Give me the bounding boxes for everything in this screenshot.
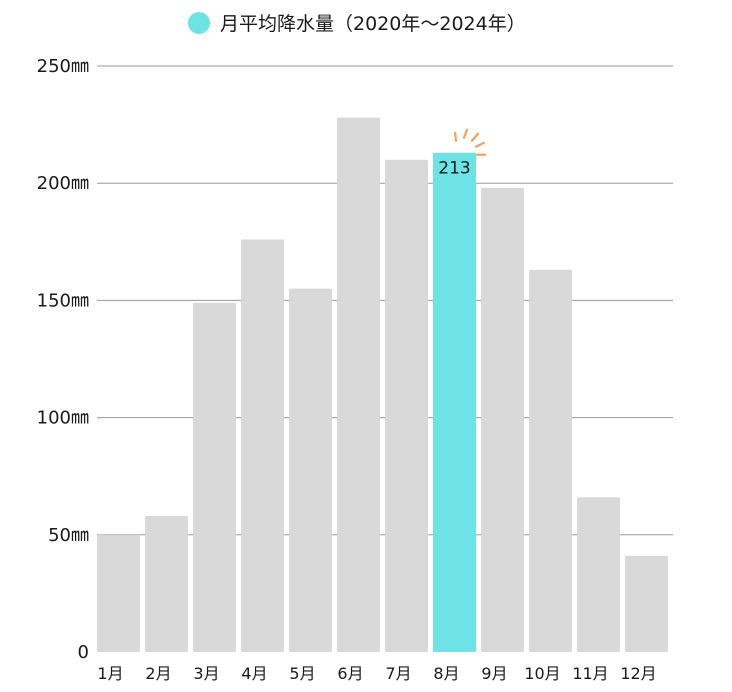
legend-label: 月平均降水量（2020年～2024年）	[220, 13, 526, 35]
x-category-label: 1月	[97, 664, 123, 683]
highlight-value-label: 213	[438, 159, 470, 179]
x-category-label: 11月	[572, 664, 608, 683]
x-category-label: 6月	[337, 664, 363, 683]
highlight-annotation: 213	[438, 128, 487, 179]
bar-8月	[433, 152, 476, 652]
bar-9月	[481, 187, 524, 652]
bar-6月	[337, 117, 380, 653]
x-category-label: 10月	[524, 664, 560, 683]
legend-swatch	[188, 12, 210, 34]
y-tick-label: 100㎜	[37, 408, 89, 429]
y-tick-label: 150㎜	[37, 290, 89, 311]
bar-12月	[625, 555, 668, 652]
bar-7月	[385, 159, 428, 652]
y-tick-label: 200㎜	[37, 173, 89, 194]
bar-3月	[193, 302, 236, 652]
y-axis-tick-labels: 0 50㎜ 100㎜ 150㎜ 200㎜ 250㎜	[37, 56, 89, 663]
bar-5月	[289, 288, 332, 652]
x-category-label: 12月	[620, 664, 656, 683]
bars	[97, 117, 668, 653]
x-category-label: 8月	[433, 664, 459, 683]
x-category-label: 2月	[145, 664, 171, 683]
legend: 月平均降水量（2020年～2024年）	[188, 12, 526, 35]
sparkle-icon	[453, 128, 487, 156]
bar-4月	[241, 239, 284, 652]
y-tick-label: 250㎜	[37, 56, 89, 77]
bar-10月	[529, 269, 572, 652]
x-category-label: 5月	[289, 664, 315, 683]
x-category-label: 7月	[385, 664, 411, 683]
bar-2月	[145, 516, 188, 652]
x-category-label: 4月	[241, 664, 267, 683]
x-category-label: 9月	[481, 664, 507, 683]
bar-11月	[577, 497, 620, 652]
x-axis-category-labels: 1月 2月 3月 4月 5月 6月 7月 8月 9月 10月 11月 12月	[97, 664, 656, 683]
y-tick-label: 0	[78, 642, 89, 663]
y-tick-label: 50㎜	[48, 525, 89, 546]
x-category-label: 3月	[193, 664, 219, 683]
bar-1月	[97, 534, 140, 652]
